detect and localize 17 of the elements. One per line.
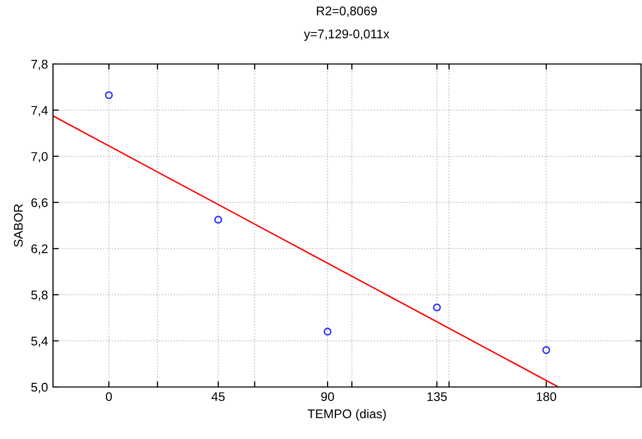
x-tick-label: 90 <box>321 392 334 402</box>
x-tick-label: 135 <box>427 392 447 402</box>
chart-subtitle: y=7,129-0,011x <box>304 30 390 41</box>
y-axis-title: SABOR <box>14 204 23 247</box>
x-tick-label: 45 <box>212 392 225 402</box>
y-tick-label: 5,8 <box>31 290 48 301</box>
x-axis-title: TEMPO (dias) <box>308 409 386 421</box>
y-tick-label: 5,0 <box>31 382 48 394</box>
x-tick-label: 0 <box>106 392 112 402</box>
x-tick-label: 180 <box>536 392 556 402</box>
y-tick-label: 6,6 <box>31 198 48 209</box>
y-tick-label: 7,4 <box>31 106 48 116</box>
y-tick-label: 6,2 <box>31 244 48 255</box>
y-tick-label: 7,0 <box>31 152 48 162</box>
y-tick-label: 5,4 <box>31 336 48 347</box>
chart-title: R2=0,8069 <box>316 6 377 17</box>
y-tick-label: 7,8 <box>31 60 48 70</box>
